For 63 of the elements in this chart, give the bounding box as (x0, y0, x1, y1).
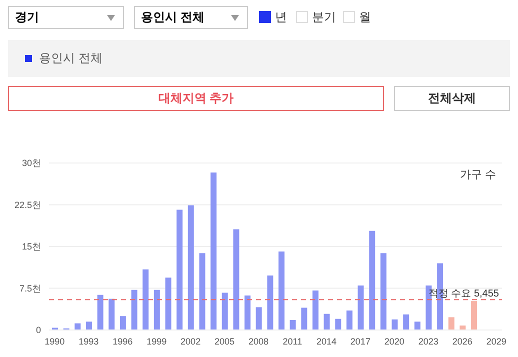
x-tick-label: 1996 (112, 336, 133, 346)
bar (346, 310, 352, 330)
y-axis-title: 가구 수 (458, 168, 496, 182)
bar (460, 326, 466, 330)
bar (188, 205, 194, 330)
bar (471, 301, 478, 330)
x-tick-label: 2014 (316, 336, 336, 346)
bar (335, 318, 342, 330)
text: 년 (275, 8, 287, 26)
y-tick-label: 7.5천 (19, 283, 41, 294)
bar (233, 229, 240, 330)
bar (448, 317, 454, 330)
text: 용인시 전체 (39, 50, 102, 67)
x-tick-label: 2026 (452, 336, 472, 346)
bar (165, 278, 172, 330)
bar (312, 290, 318, 330)
bar (97, 294, 104, 330)
bar (256, 307, 262, 330)
button: 대체지역 추가 (8, 86, 384, 111)
bar (222, 292, 228, 330)
x-tick-label: 2002 (180, 336, 201, 346)
text: 월 (359, 8, 371, 26)
dropdown: 용인시 전체 (134, 6, 248, 29)
y-tick-label: 22.5천 (14, 200, 41, 210)
bar (142, 269, 149, 330)
bar (86, 322, 92, 330)
x-tick-label: 2023 (418, 336, 438, 346)
x-tick-label: 2011 (282, 336, 302, 346)
x-tick-label: 1993 (78, 336, 99, 346)
x-tick-label: 2017 (350, 336, 370, 346)
x-tick-label: 1990 (44, 336, 65, 346)
bar (199, 253, 206, 330)
bar (301, 308, 308, 330)
bar (392, 319, 398, 330)
bar (131, 290, 138, 330)
x-tick-label: 2029 (486, 336, 506, 346)
y-tick-label: 15천 (22, 242, 41, 252)
x-tick-label: 1999 (146, 336, 167, 346)
dropdown: 경기 (8, 6, 124, 29)
bar (403, 314, 410, 330)
bar (176, 210, 183, 330)
bar (74, 323, 81, 330)
bar (414, 322, 420, 330)
y-tick-label: 30천 (22, 158, 41, 168)
bar (290, 320, 296, 330)
bar (369, 230, 376, 330)
bar (278, 252, 284, 330)
bar (267, 275, 274, 330)
bar (108, 298, 115, 330)
ref-line-label: 적정 수요 5,455 (428, 288, 500, 300)
bar (244, 295, 251, 330)
bar (358, 285, 364, 330)
bar (154, 290, 160, 330)
bar (380, 253, 386, 330)
bar (324, 314, 330, 330)
bar (210, 172, 217, 330)
x-tick-label: 2008 (248, 336, 269, 346)
bar (120, 316, 126, 330)
x-tick-label: 2005 (214, 336, 235, 346)
button: 전체삭제 (394, 86, 510, 111)
x-tick-label: 2020 (384, 336, 404, 346)
y-tick-label: 0 (36, 325, 41, 336)
text: 분기 (312, 8, 336, 26)
